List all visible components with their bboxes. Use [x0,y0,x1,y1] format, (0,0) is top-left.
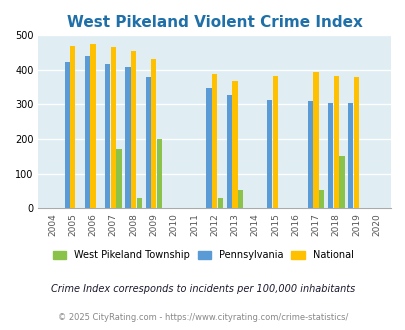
Text: Crime Index corresponds to incidents per 100,000 inhabitants: Crime Index corresponds to incidents per… [51,284,354,294]
Bar [206,88,211,208]
Bar [313,72,318,208]
Bar [307,101,312,208]
Bar [339,156,344,208]
Bar [145,77,150,208]
Bar [226,95,231,208]
Legend: West Pikeland Township, Pennsylvania, National: West Pikeland Township, Pennsylvania, Na… [49,246,356,264]
Bar [125,67,130,208]
Bar [217,198,222,208]
Bar [211,74,217,208]
Bar [333,77,338,208]
Bar [90,44,96,208]
Title: West Pikeland Violent Crime Index: West Pikeland Violent Crime Index [66,15,362,30]
Bar [131,51,136,208]
Bar [136,198,142,208]
Bar [347,103,353,208]
Bar [157,139,162,208]
Bar [327,103,333,208]
Bar [232,81,237,208]
Bar [64,62,70,208]
Bar [105,64,110,208]
Bar [266,100,272,208]
Bar [237,190,243,208]
Bar [111,47,116,208]
Bar [70,46,75,208]
Bar [116,149,121,208]
Bar [151,59,156,208]
Bar [318,190,324,208]
Bar [272,76,277,208]
Bar [353,77,358,208]
Bar [85,56,90,208]
Text: © 2025 CityRating.com - https://www.cityrating.com/crime-statistics/: © 2025 CityRating.com - https://www.city… [58,313,347,322]
